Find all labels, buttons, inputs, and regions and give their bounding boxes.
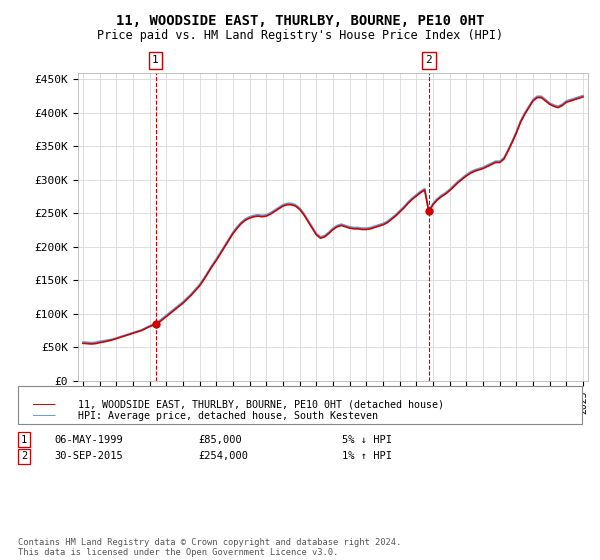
Text: £85,000: £85,000 [198, 435, 242, 445]
Text: 30-SEP-2015: 30-SEP-2015 [54, 451, 123, 461]
Text: 2: 2 [21, 451, 27, 461]
Text: 11, WOODSIDE EAST, THURLBY, BOURNE, PE10 0HT: 11, WOODSIDE EAST, THURLBY, BOURNE, PE10… [116, 14, 484, 28]
Text: 06-MAY-1999: 06-MAY-1999 [54, 435, 123, 445]
Text: Price paid vs. HM Land Registry's House Price Index (HPI): Price paid vs. HM Land Registry's House … [97, 29, 503, 42]
Text: 11, WOODSIDE EAST, THURLBY, BOURNE, PE10 0HT (detached house): 11, WOODSIDE EAST, THURLBY, BOURNE, PE10… [78, 400, 444, 410]
Text: ———: ——— [33, 409, 56, 422]
Text: ———: ——— [33, 398, 56, 412]
Text: £254,000: £254,000 [198, 451, 248, 461]
Text: 1% ↑ HPI: 1% ↑ HPI [342, 451, 392, 461]
Text: Contains HM Land Registry data © Crown copyright and database right 2024.
This d: Contains HM Land Registry data © Crown c… [18, 538, 401, 557]
Text: 2: 2 [425, 55, 432, 66]
Text: 1: 1 [21, 435, 27, 445]
Text: 5% ↓ HPI: 5% ↓ HPI [342, 435, 392, 445]
Text: HPI: Average price, detached house, South Kesteven: HPI: Average price, detached house, Sout… [78, 410, 378, 421]
Text: 1: 1 [152, 55, 159, 66]
